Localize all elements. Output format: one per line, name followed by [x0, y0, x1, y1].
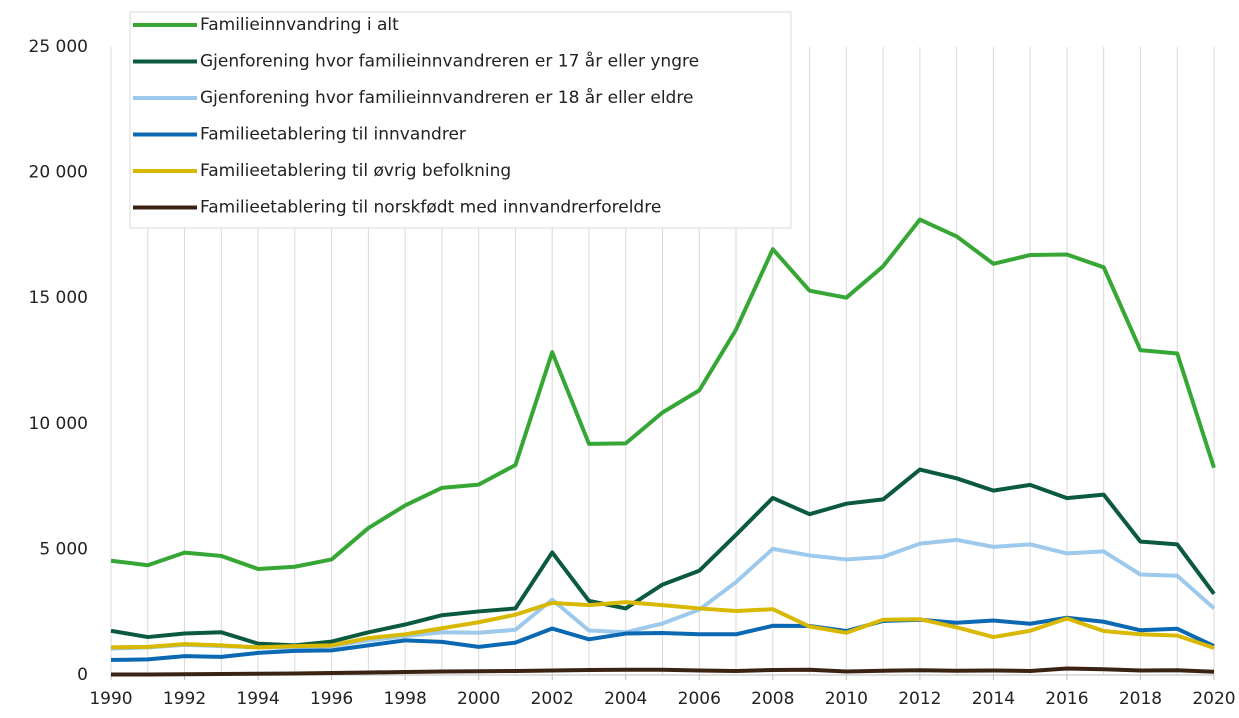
x-tick-label: 2008: [751, 689, 794, 709]
x-tick-label: 2004: [604, 689, 647, 709]
x-tick-label: 1992: [163, 689, 206, 709]
x-tick-label: 1996: [310, 689, 353, 709]
x-tick-label: 2016: [1045, 689, 1088, 709]
y-tick-label: 15 000: [29, 288, 88, 308]
legend-label: Familieetablering til norskfødt med innv…: [200, 198, 661, 218]
x-tick-label: 2000: [457, 689, 500, 709]
x-tick-label: 2002: [531, 689, 574, 709]
series-line: [110, 615, 1215, 662]
x-tick-label: 2020: [1192, 689, 1235, 709]
series-line: [110, 600, 1215, 650]
legend-label: Familieetablering til øvrig befolkning: [200, 161, 511, 181]
y-tick-label: 10 000: [29, 414, 88, 434]
legend-label: Gjenforening hvor familieinnvandreren er…: [200, 87, 693, 108]
x-tick-label: 2010: [825, 689, 868, 709]
x-tick-label: 2014: [972, 689, 1015, 709]
x-tick-label: 1998: [384, 689, 427, 709]
legend-label: Gjenforening hvor familieinnvandreren er…: [200, 51, 699, 72]
x-tick-label: 2006: [678, 689, 721, 709]
legend-box: [129, 11, 792, 229]
y-tick-label: 5 000: [39, 539, 88, 559]
x-tick-label: 1994: [236, 689, 279, 709]
legend-label: Familieetablering til innvandrer: [200, 125, 466, 145]
y-tick-label: 25 000: [29, 37, 88, 57]
series-line: [111, 666, 1215, 677]
y-tick-label: 0: [77, 665, 88, 685]
y-tick-label: 20 000: [29, 163, 88, 183]
x-tick-label: 1990: [89, 689, 132, 709]
x-tick-label: 2018: [1119, 689, 1162, 709]
x-tick-label: 2012: [898, 689, 941, 709]
series-line: [110, 217, 1216, 571]
legend-label: Familieinnvandring i alt: [200, 15, 399, 35]
